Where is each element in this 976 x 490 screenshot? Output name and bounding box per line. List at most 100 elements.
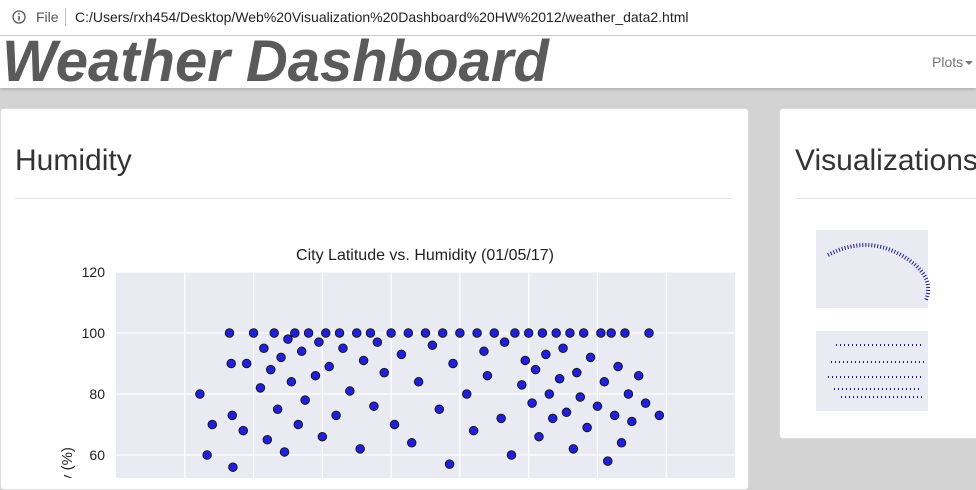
data-point: [202, 450, 212, 460]
data-point: [568, 444, 579, 454]
data-point: [592, 401, 603, 411]
data-point: [554, 374, 565, 384]
separator: [65, 8, 66, 26]
data-point: [479, 346, 489, 357]
y-tick-label: 80: [89, 386, 105, 402]
scheme-label: File: [36, 9, 59, 25]
data-point: [585, 352, 596, 363]
data-point: [338, 343, 348, 354]
data-point: [238, 425, 248, 436]
brand[interactable]: Weather Dashboard: [2, 29, 549, 94]
data-point: [365, 328, 376, 338]
data-point: [369, 401, 379, 411]
data-point: [654, 410, 665, 421]
data-point: [599, 377, 610, 387]
thumbnail[interactable]: [806, 225, 931, 315]
data-point: [547, 413, 558, 424]
data-point: [372, 337, 383, 347]
data-point: [248, 328, 259, 338]
data-point: [227, 410, 237, 421]
data-point: [286, 377, 297, 387]
data-point: [314, 337, 324, 347]
data-point: [472, 328, 482, 338]
address-bar: File C:/Users/rxh454/Desktop/Web%20Visua…: [0, 0, 976, 36]
data-point: [427, 340, 438, 350]
data-point: [578, 328, 589, 338]
data-point: [620, 328, 630, 338]
menu-plots[interactable]: Plots: [932, 54, 974, 70]
data-point: [266, 364, 276, 375]
data-point: [609, 410, 620, 421]
data-point: [644, 328, 654, 338]
thumbnail[interactable]: [806, 327, 931, 417]
data-point: [259, 343, 269, 354]
data-point: [603, 456, 613, 466]
data-point: [561, 407, 572, 418]
data-point: [351, 328, 362, 338]
data-point: [331, 410, 341, 421]
data-point: [596, 328, 606, 338]
data-point: [269, 328, 279, 338]
y-tick-label: 120: [82, 264, 106, 280]
humidity-chart: City Latitude vs. Humidity (01/05/17) 60…: [59, 247, 735, 478]
url[interactable]: C:/Users/rxh454/Desktop/Web%20Visualizat…: [75, 9, 689, 25]
data-point: [462, 389, 472, 399]
data-point: [345, 386, 355, 396]
y-tick-label: 60: [89, 447, 105, 463]
data-point: [455, 328, 465, 338]
data-point: [386, 328, 396, 338]
data-point: [623, 389, 634, 399]
data-point: [575, 392, 586, 402]
menu-label[interactable]: Plots: [932, 54, 964, 70]
chart-title: City Latitude vs. Humidity (01/05/17): [296, 247, 554, 264]
data-point: [572, 367, 582, 378]
data-point: [207, 419, 218, 430]
data-point: [534, 431, 544, 442]
data-point: [413, 377, 424, 387]
data-point: [448, 358, 458, 369]
data-point: [527, 398, 537, 408]
divider: [15, 198, 733, 199]
visualizations-panel: Visualizations: [779, 108, 976, 439]
data-point: [558, 343, 568, 354]
data-point: [468, 425, 479, 436]
panel-title: Visualizations: [795, 144, 976, 177]
data-point: [403, 328, 414, 338]
data-point: [613, 361, 623, 372]
data-point: [296, 346, 307, 357]
data-point: [279, 447, 290, 457]
data-point: [195, 389, 205, 399]
data-point: [499, 337, 510, 347]
data-point: [517, 380, 527, 390]
data-point: [434, 404, 445, 415]
data-point: [520, 355, 530, 366]
y-tick-label: 100: [82, 325, 106, 341]
data-point: [541, 349, 551, 360]
data-point: [334, 328, 345, 338]
navbar: Weather Dashboard Plots: [0, 29, 976, 94]
info-icon[interactable]: [12, 10, 26, 24]
data-point: [255, 383, 266, 393]
data-point: [272, 404, 283, 415]
data-point: [228, 462, 238, 472]
data-point: [582, 422, 592, 433]
data-point: [324, 361, 334, 372]
data-point: [379, 367, 389, 378]
data-point: [616, 438, 627, 448]
data-point: [224, 328, 235, 338]
panel-title: Humidity: [15, 144, 132, 177]
divider: [795, 198, 976, 199]
data-point: [226, 358, 236, 369]
data-point: [355, 444, 365, 454]
data-point: [406, 438, 417, 448]
data-point: [565, 328, 575, 338]
data-point: [627, 416, 637, 427]
data-point: [496, 413, 506, 424]
data-point: [544, 389, 555, 399]
data-point: [389, 419, 400, 430]
y-axis-label: Humidity (%): [59, 447, 76, 478]
data-point: [283, 334, 293, 344]
data-point: [420, 328, 431, 338]
data-point: [276, 352, 286, 363]
data-point: [317, 431, 328, 442]
